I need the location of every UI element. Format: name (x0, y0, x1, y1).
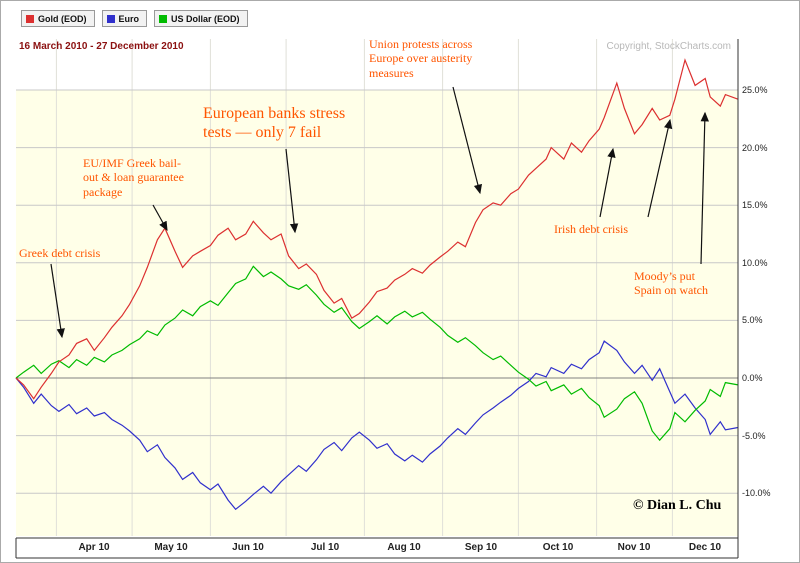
usd-swatch-icon (159, 14, 168, 23)
annotation-arrow-irish-debt-crisis (647, 118, 673, 218)
legend-label-usd: US Dollar (EOD) (171, 13, 240, 24)
annotation-arrow-stress-tests (285, 148, 299, 234)
annotation-arrow-eu-imf-bailout (152, 204, 168, 232)
annotation-arrow-union-protests (452, 86, 482, 195)
copyright-watermark: Copyright, StockCharts.com (606, 41, 732, 52)
plot-background (16, 90, 738, 536)
legend-item-usd: US Dollar (EOD) (154, 10, 248, 27)
gold-swatch-icon (26, 14, 34, 23)
legend: Gold (EOD) Euro US Dollar (EOD) (21, 10, 248, 27)
annotation-arrow-irish-debt-crisis (599, 147, 616, 218)
legend-item-euro: Euro (101, 10, 148, 27)
annotation-arrow-greek-debt-crisis (50, 263, 65, 339)
legend-item-gold: Gold (EOD) (21, 10, 95, 27)
euro-swatch-icon (106, 14, 115, 23)
legend-label-euro: Euro (118, 13, 140, 24)
credit-label: © Dian L. Chu (633, 498, 722, 513)
series-euro (15, 340, 739, 511)
date-range-label: 16 March 2010 - 27 December 2010 (19, 41, 184, 52)
annotation-arrow-moodys-spain-watch (700, 111, 709, 265)
series-usd (15, 265, 739, 442)
series-gold (15, 58, 739, 400)
legend-label-gold: Gold (EOD) (38, 13, 87, 24)
